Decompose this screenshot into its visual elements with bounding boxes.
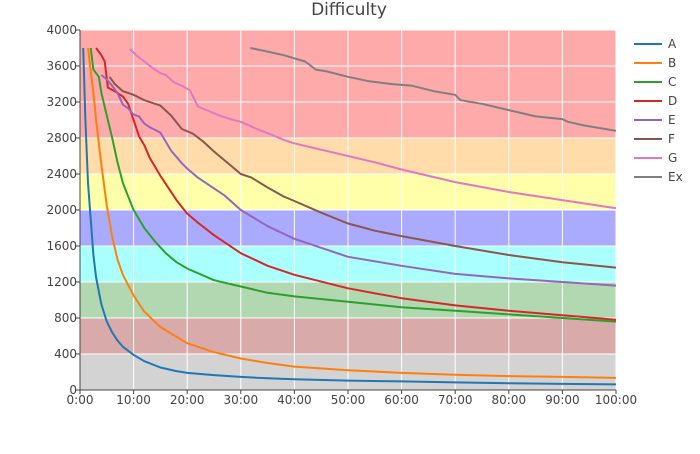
legend-item-ex[interactable]: Ex	[634, 170, 683, 184]
y-tick-label: 3600	[46, 59, 77, 73]
legend-label: E	[668, 113, 676, 127]
y-tick-label: 2800	[46, 131, 77, 145]
legend-item-b[interactable]: B	[634, 56, 676, 70]
legend-item-d[interactable]: D	[634, 94, 677, 108]
legend-item-e[interactable]: E	[634, 113, 676, 127]
x-tick-label: 40:00	[277, 393, 312, 407]
legend-label: C	[668, 75, 676, 89]
series-line-b	[87, 47, 617, 379]
series-line-c	[89, 47, 617, 323]
axes: 0:00 10:00 20:00 30:00 40:00 50:00 60:00 70:00 8…	[46, 23, 637, 407]
y-tick-label: 2400	[46, 167, 77, 181]
legend-label: A	[668, 37, 677, 51]
x-tick-label: 90:00	[545, 393, 580, 407]
legend-item-a[interactable]: A	[634, 37, 677, 51]
series-lines	[82, 47, 617, 386]
y-tick-label: 1600	[46, 239, 77, 253]
x-tick-label: 20:00	[170, 393, 205, 407]
series-line-ex	[250, 47, 617, 132]
series-line-g	[129, 48, 617, 210]
x-tick-label: 50:00	[331, 393, 366, 407]
legend-item-f[interactable]: F	[634, 132, 675, 146]
y-tick-label: 4000	[46, 23, 77, 37]
y-tick-label: 0	[69, 383, 77, 397]
x-tick-label: 30:00	[224, 393, 259, 407]
x-tick-label: 60:00	[384, 393, 419, 407]
x-tick-label: 0:00	[67, 393, 94, 407]
y-tick-label: 2000	[46, 203, 77, 217]
series-line-e	[100, 74, 617, 287]
y-tick-label: 1200	[46, 275, 77, 289]
x-tick-label: 70:00	[438, 393, 473, 407]
y-tick-label: 3200	[46, 95, 77, 109]
series-line-d	[95, 47, 617, 321]
series-line-f	[108, 76, 617, 269]
legend-label: Ex	[668, 170, 683, 184]
legend-item-g[interactable]: G	[634, 151, 677, 165]
y-tick-label: 400	[54, 347, 77, 361]
series-line-a	[82, 47, 617, 386]
x-tick-label: 80:00	[492, 393, 527, 407]
x-tick-label: 10:00	[116, 393, 151, 407]
legend-label: D	[668, 94, 677, 108]
legend-label: B	[668, 56, 676, 70]
chart-title: Difficulty	[311, 0, 387, 20]
legend-label: F	[668, 132, 675, 146]
grid-lines	[80, 29, 617, 390]
y-tick-label: 800	[54, 311, 77, 325]
legend-label: G	[668, 151, 677, 165]
legend-item-c[interactable]: C	[634, 75, 676, 89]
x-tick-label: 100:00	[595, 393, 637, 407]
